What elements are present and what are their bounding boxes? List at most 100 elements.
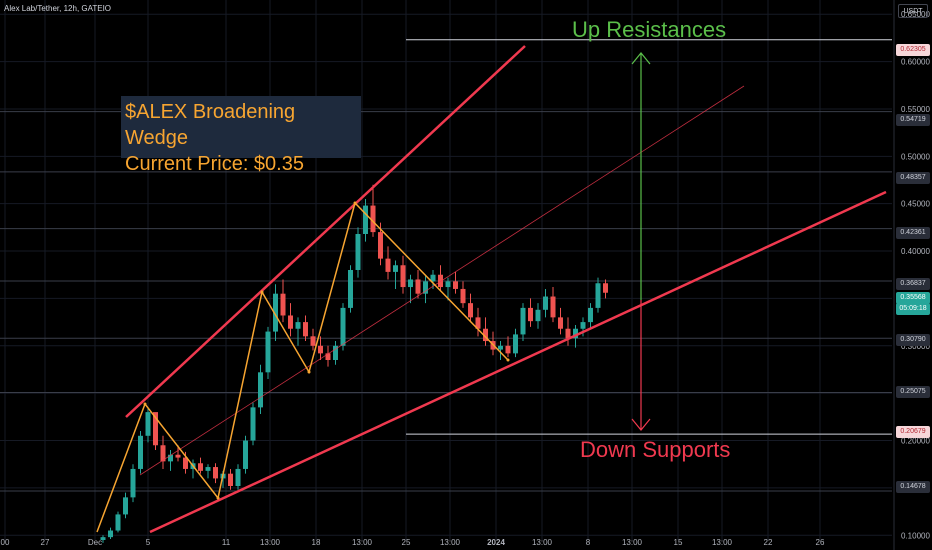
candle-body	[138, 435, 143, 469]
candle-body	[415, 279, 421, 294]
candle-body	[228, 473, 233, 486]
price-tag-s3: 0.20679	[896, 426, 930, 438]
candle-body	[130, 468, 136, 498]
price-axis-label: 0.20000	[901, 437, 930, 446]
time-axis-label: 13:00	[352, 538, 373, 547]
price-axis-label: 0.30000	[901, 342, 930, 351]
price-axis-label: 0.60000	[901, 58, 930, 67]
time-axis-label: 13:00	[622, 538, 643, 547]
time-axis-label: 2024	[487, 538, 505, 547]
candle-body	[100, 537, 106, 540]
time-axis-label: 18	[312, 538, 321, 547]
candle-body	[498, 345, 503, 350]
candle-body	[550, 296, 556, 318]
price-axis[interactable]: 0.65000 0.60000 0.55000 0.50000 0.45000 0.400…	[893, 0, 930, 550]
candle-body	[573, 328, 578, 339]
time-axis[interactable]: 00 27 Dec 5 11 13:00 18 13:00 25 13:00 2024 13:00 8 1…	[1, 538, 825, 547]
candle-body	[565, 328, 571, 339]
candle-body	[460, 288, 466, 304]
candle-body	[123, 497, 128, 515]
candle-body	[153, 412, 158, 446]
candle-body	[423, 281, 428, 294]
candle-body	[115, 514, 121, 531]
candle-body	[543, 296, 548, 310]
upper-wedge-line	[125, 45, 526, 418]
candle-body	[333, 345, 338, 360]
candle-body	[295, 322, 301, 329]
horizontal-levels	[0, 39, 892, 492]
time-axis-label: 22	[764, 538, 773, 547]
price-tag-s2: 0.25075	[896, 386, 930, 398]
up-resistances-label: Up Resistances	[572, 17, 727, 42]
time-axis-label: 13:00	[532, 538, 553, 547]
time-axis-label: 13:00	[440, 538, 461, 547]
candle-body	[445, 281, 451, 288]
candle-body	[475, 317, 481, 329]
currency-button[interactable]: USDT	[898, 4, 928, 18]
zigzag-point	[260, 290, 264, 294]
price-tag-r5: 0.36837	[896, 278, 930, 290]
time-axis-label: 25	[402, 538, 411, 547]
candle-body	[588, 307, 593, 323]
zigzag-point	[506, 358, 510, 362]
price-tag-r2: 0.54719	[896, 114, 930, 126]
candle-body	[145, 412, 151, 436]
candle-body	[400, 265, 406, 288]
price-axis-label: 0.45000	[901, 200, 930, 209]
candle-body	[595, 283, 601, 308]
price-tag-r1: 0.62305	[896, 44, 930, 56]
price-tag-s4: 0.14678	[896, 481, 930, 493]
candle-body	[348, 270, 353, 308]
current-price-note: Current Price: $0.35	[125, 153, 304, 175]
wedge-midline	[139, 85, 745, 476]
candle-body	[603, 283, 608, 293]
price-tag-r4: 0.42361	[896, 227, 930, 239]
price-axis-label: 0.50000	[901, 152, 930, 161]
candle-body	[505, 345, 511, 354]
candle-body	[183, 457, 188, 469]
candle-body	[528, 307, 533, 322]
wedge-note-box: $ALEX Broadening Wedge Current Price: $0…	[121, 96, 361, 175]
candle-body	[340, 307, 346, 346]
candle-body	[393, 265, 398, 272]
candle-body	[243, 440, 248, 469]
candle-body	[168, 454, 173, 462]
time-axis-label: 5	[146, 538, 151, 547]
down-supports-label: Down Supports	[580, 437, 731, 462]
symbol-header: Alex Lab/Tether, 12h, GATEIO	[4, 4, 112, 13]
zigzag-point	[143, 402, 147, 406]
candlesticks	[100, 184, 608, 543]
price-axis-label: 0.40000	[901, 247, 930, 256]
candle-body	[213, 467, 218, 479]
candle-body	[318, 345, 323, 354]
candle-body	[325, 353, 331, 360]
candle-body	[430, 274, 436, 282]
candle-body	[205, 467, 211, 471]
wedge-title: $ALEX Broadening Wedge	[125, 101, 296, 149]
chart-grid	[0, 0, 892, 540]
time-axis-label: 13:00	[712, 538, 733, 547]
time-axis-label: 13:00	[260, 538, 281, 547]
candle-countdown-tag: 05:09:18	[896, 303, 930, 315]
time-axis-label: 27	[41, 538, 50, 547]
time-axis-label: Dec	[88, 538, 102, 547]
candle-body	[265, 331, 271, 373]
candle-body	[483, 328, 488, 342]
candle-body	[175, 454, 181, 458]
candle-body	[235, 468, 241, 486]
up-arrow-head	[631, 52, 651, 65]
candle-body	[280, 293, 286, 316]
candle-body	[385, 258, 391, 272]
candle-body	[378, 232, 383, 259]
time-axis-label: 26	[816, 538, 825, 547]
candle-body	[408, 279, 413, 288]
lower-wedge-line	[149, 190, 887, 534]
zigzag-point	[307, 370, 311, 374]
price-axis-label: 0.65000	[901, 10, 930, 19]
price-axis-label: 0.55000	[901, 105, 930, 114]
time-axis-label: 8	[586, 538, 591, 547]
time-axis-label: 11	[222, 538, 231, 547]
candle-body	[355, 234, 361, 270]
candle-body	[535, 309, 541, 322]
